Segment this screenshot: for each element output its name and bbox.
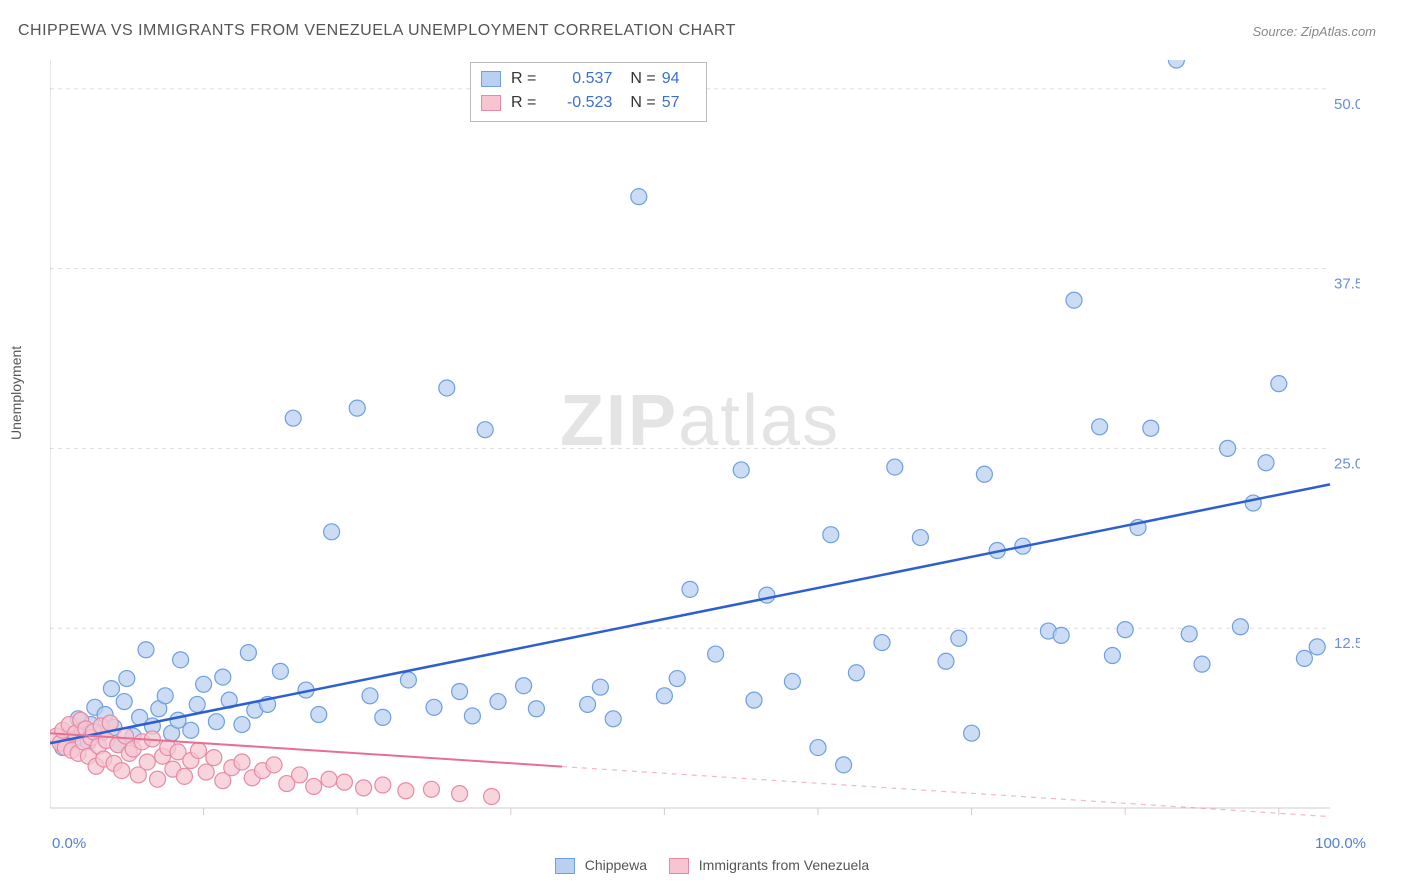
x-axis-max-label: 100.0% <box>1315 835 1366 852</box>
svg-text:12.5%: 12.5% <box>1334 635 1360 652</box>
bottom-legend: Chippewa Immigrants from Venezuela <box>0 857 1406 874</box>
svg-text:50.0%: 50.0% <box>1334 96 1360 113</box>
n-value-series-1: 94 <box>662 70 692 88</box>
r-value-series-1: 0.537 <box>542 70 612 88</box>
legend-label-2: Immigrants from Venezuela <box>699 857 869 873</box>
chart-title: CHIPPEWA VS IMMIGRANTS FROM VENEZUELA UN… <box>18 22 736 40</box>
svg-text:25.0%: 25.0% <box>1334 455 1360 472</box>
legend-swatch-1 <box>555 858 575 874</box>
stats-row-series-2: R = -0.523 N = 57 <box>481 91 692 115</box>
r-value-series-2: -0.523 <box>542 94 612 112</box>
legend-swatch-2 <box>669 858 689 874</box>
chart-plot-area: 12.5% 25.0% 37.5% 50.0% <box>50 60 1360 820</box>
stats-row-series-1: R = 0.537 N = 94 <box>481 67 692 91</box>
y-axis-label: Unemployment <box>8 346 24 440</box>
swatch-series-1 <box>481 71 501 87</box>
n-value-series-2: 57 <box>662 94 692 112</box>
swatch-series-2 <box>481 95 501 111</box>
stats-legend-box: R = 0.537 N = 94 R = -0.523 N = 57 <box>470 62 707 122</box>
legend-label-1: Chippewa <box>585 857 647 873</box>
source-label: Source: ZipAtlas.com <box>1252 24 1376 39</box>
chart-svg: 12.5% 25.0% 37.5% 50.0% <box>50 60 1360 820</box>
svg-text:37.5%: 37.5% <box>1334 276 1360 293</box>
x-axis-min-label: 0.0% <box>52 835 86 852</box>
